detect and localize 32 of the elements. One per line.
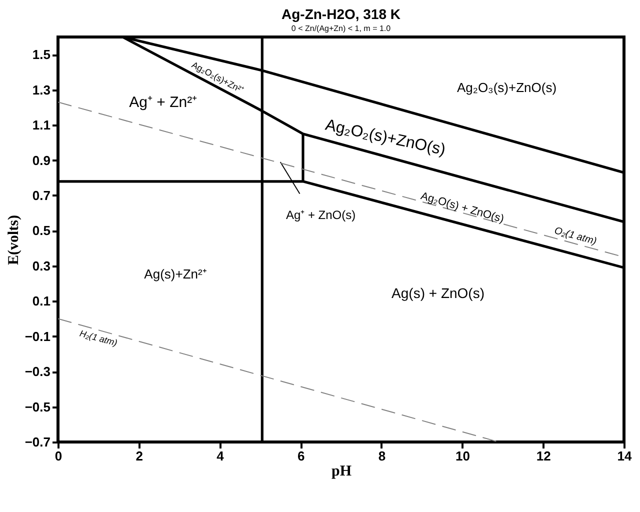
y-tick-label: 1.5 [32,47,50,62]
x-tick-label: 12 [536,448,551,464]
y-tick-label: −0.5 [24,399,50,414]
x-tick-label: 2 [136,448,143,464]
annotation: Ag(s) + ZnO(s) [392,285,485,302]
annotation: H₂(1 atm) [78,328,118,348]
y-tick-label: 1.3 [32,82,50,98]
y-tick-label: 0.7 [32,188,50,203]
y-tick-label: −0.3 [24,364,50,380]
annotation: Ag₂O(s) + ZnO(s) [419,190,506,226]
x-tick-label: 6 [297,448,305,464]
y-tick-label: 0.3 [32,258,50,274]
y-tick-label: 0.5 [32,223,50,238]
x-tick-label: 8 [378,448,386,464]
annotation: Ag₂O₃(s)+ZnO(s) [456,80,557,96]
x-tick-label: 14 [617,448,632,464]
y-tick-label: 0.9 [32,152,50,168]
x-tick-label: 10 [456,448,470,464]
annotation: Ag⁺ + ZnO(s) [286,208,356,222]
y-tick-label: 1.1 [32,118,50,133]
x-axis-title: pH [331,464,352,480]
y-tick-label: −0.1 [24,328,50,344]
x-tick-label: 0 [54,448,62,464]
annotation: Ag(s)+Zn²⁺ [144,266,206,282]
chart-subtitle: 0 < Zn/(Ag+Zn) < 1, m = 1.0 [291,24,392,33]
y-tick-label: −0.7 [24,434,50,450]
annotation: O₂(1 atm) [553,226,598,248]
chart-title: Ag-Zn-H2O, 318 K [281,6,401,22]
y-tick-label: 0.1 [32,294,50,309]
annotation: Ag⁺ + Zn²⁺ [129,94,198,112]
x-tick-label: 4 [216,448,225,464]
y-axis-title: E(volts) [6,215,22,265]
